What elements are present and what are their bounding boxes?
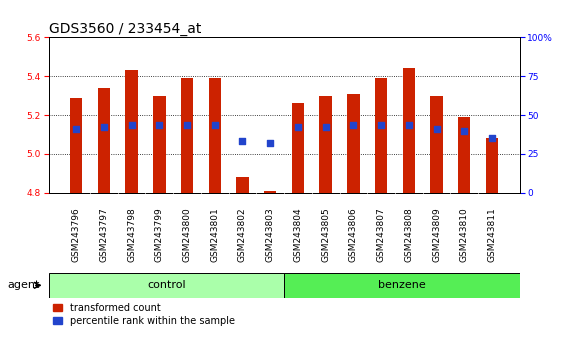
- Point: [210, 122, 219, 127]
- Bar: [284, 273, 520, 298]
- Text: GSM243807: GSM243807: [377, 207, 385, 262]
- Bar: [264, 191, 276, 193]
- Point: [404, 122, 413, 127]
- Bar: [458, 117, 471, 193]
- Bar: [208, 78, 221, 193]
- Text: GSM243805: GSM243805: [321, 207, 330, 262]
- Bar: [126, 70, 138, 193]
- Point: [155, 122, 164, 127]
- Bar: [403, 68, 415, 193]
- Bar: [181, 78, 194, 193]
- Point: [238, 138, 247, 144]
- Text: agent: agent: [7, 280, 39, 290]
- Text: GSM243811: GSM243811: [488, 207, 496, 262]
- Bar: [49, 273, 284, 298]
- Point: [432, 126, 441, 131]
- Point: [349, 122, 358, 127]
- Bar: [347, 93, 360, 193]
- Text: GSM243797: GSM243797: [99, 207, 108, 262]
- Text: control: control: [147, 280, 186, 290]
- Bar: [236, 177, 249, 193]
- Text: GDS3560 / 233454_at: GDS3560 / 233454_at: [49, 22, 201, 36]
- Point: [71, 126, 81, 131]
- Point: [488, 136, 497, 141]
- Text: GSM243810: GSM243810: [460, 207, 469, 262]
- Text: GSM243798: GSM243798: [127, 207, 136, 262]
- Text: GSM243806: GSM243806: [349, 207, 358, 262]
- Point: [321, 124, 330, 130]
- Text: benzene: benzene: [378, 280, 426, 290]
- Text: GSM243800: GSM243800: [183, 207, 191, 262]
- Text: GSM243803: GSM243803: [266, 207, 275, 262]
- Point: [293, 124, 303, 130]
- Text: GSM243801: GSM243801: [210, 207, 219, 262]
- Bar: [375, 78, 387, 193]
- Bar: [292, 103, 304, 193]
- Text: GSM243809: GSM243809: [432, 207, 441, 262]
- Bar: [319, 96, 332, 193]
- Text: GSM243799: GSM243799: [155, 207, 164, 262]
- Point: [376, 122, 385, 127]
- Text: GSM243804: GSM243804: [293, 207, 303, 262]
- Point: [266, 141, 275, 146]
- Text: GSM243802: GSM243802: [238, 207, 247, 262]
- Point: [127, 122, 136, 127]
- Text: GSM243796: GSM243796: [72, 207, 81, 262]
- Bar: [431, 96, 443, 193]
- Bar: [486, 138, 498, 193]
- Bar: [70, 97, 82, 193]
- Bar: [153, 96, 166, 193]
- Point: [460, 128, 469, 133]
- Legend: transformed count, percentile rank within the sample: transformed count, percentile rank withi…: [54, 303, 235, 326]
- Point: [99, 124, 108, 130]
- Text: GSM243808: GSM243808: [404, 207, 413, 262]
- Bar: [98, 88, 110, 193]
- Point: [183, 122, 192, 127]
